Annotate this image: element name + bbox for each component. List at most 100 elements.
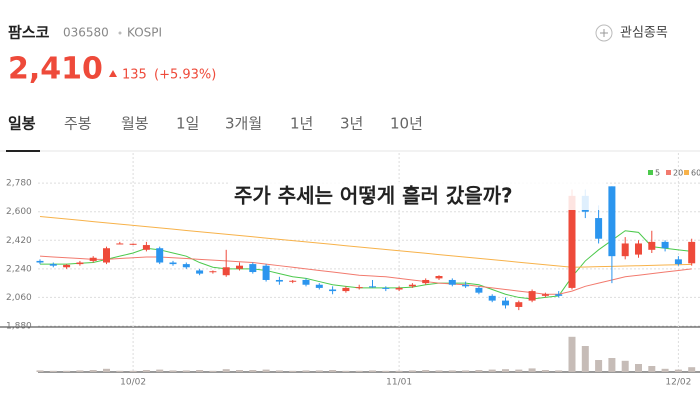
x-tick-label: 10/02: [120, 378, 146, 388]
ma-line: [39, 255, 692, 295]
y-tick-label: 2,780: [6, 179, 32, 189]
candle-body: [502, 300, 509, 306]
tab[interactable]: 10년: [390, 115, 423, 133]
y-tick-label: 1,880: [6, 322, 32, 332]
tab[interactable]: 주봉: [64, 115, 92, 133]
volume-bar: [382, 370, 390, 372]
candle-body: [435, 276, 443, 279]
candle-body: [369, 286, 376, 288]
volume-bar: [209, 370, 217, 372]
volume-bar: [289, 370, 297, 372]
volume-bar: [169, 370, 177, 372]
watch-label[interactable]: 관심종목: [620, 26, 668, 41]
candle-body: [142, 245, 150, 250]
volume-bar: [249, 370, 257, 372]
change-pct: (+5.93%): [154, 68, 216, 83]
candle-body: [395, 287, 403, 290]
candle-body: [63, 264, 71, 268]
chart-title: 주가 추세는 어떻게 흘러 갔을까?: [234, 184, 513, 208]
candle-body: [515, 302, 523, 307]
volume-bar: [196, 370, 204, 372]
plot: 1,880 2,060 2,240 2,420 2,600 2,780 10/02 11/01…: [6, 153, 700, 388]
candle-body: [262, 265, 270, 280]
volume-bar: [462, 370, 470, 372]
volume-bar: [142, 370, 150, 372]
y-tick-label: 2,060: [6, 293, 32, 303]
candle-body: [488, 295, 496, 301]
volume-bar: [608, 358, 616, 372]
volume-bar: [302, 370, 310, 372]
candle-body: [674, 259, 682, 265]
tab[interactable]: 1일: [176, 115, 199, 133]
candle-body: [661, 241, 669, 249]
volume-bar: [49, 370, 57, 372]
candle-body: [89, 257, 97, 261]
candle-body: [568, 195, 576, 288]
candle-body: [289, 280, 297, 282]
price: 2,410: [8, 52, 103, 87]
up-arrow: [109, 70, 117, 77]
candle-body: [528, 291, 536, 301]
candle-body: [315, 284, 323, 288]
volume-bar: [156, 369, 164, 372]
volume-bar: [541, 370, 549, 372]
candle-body: [635, 243, 642, 255]
volume-bar: [408, 370, 416, 372]
volume-bar: [315, 370, 323, 372]
volume-bar: [275, 370, 283, 372]
candle-body: [355, 287, 363, 289]
volume-bar: [555, 370, 563, 372]
y-tick-label: 2,240: [6, 264, 32, 274]
dot: [118, 31, 122, 35]
candle-body: [555, 294, 563, 296]
volume-bar: [63, 370, 71, 372]
watch-button[interactable]: 관심종목: [595, 24, 668, 42]
candle-body: [129, 243, 137, 245]
candle-body: [196, 270, 204, 274]
legend-label: 60: [691, 169, 700, 178]
candle-body: [382, 287, 390, 289]
candle-body: [475, 287, 483, 293]
volume-bar: [448, 370, 456, 372]
market: KOSPI: [127, 26, 162, 40]
volume-bar: [488, 369, 496, 372]
y-tick-label: 2,420: [6, 236, 32, 246]
candle-body: [408, 284, 416, 287]
candle-body: [36, 260, 44, 263]
tab[interactable]: 3개월: [225, 115, 262, 133]
candle-body: [116, 243, 124, 245]
candle-body: [342, 287, 350, 292]
volume-bar: [688, 367, 696, 372]
candle-body: [595, 218, 603, 239]
tab[interactable]: 1년: [290, 115, 313, 133]
volume-bar: [661, 368, 669, 372]
y-tick-label: 2,600: [6, 207, 32, 217]
volume-bar: [475, 370, 483, 372]
candle-body: [76, 262, 84, 265]
legend-swatch: [666, 170, 671, 175]
legend-swatch: [684, 170, 689, 175]
candle-body: [209, 271, 217, 273]
candle-body: [448, 279, 456, 285]
candle-body: [688, 241, 696, 264]
legend-label: 5: [655, 169, 660, 178]
tab[interactable]: 일봉: [8, 115, 36, 133]
plus-circle: [595, 24, 613, 42]
candle-body: [182, 264, 190, 268]
volume-bar: [515, 369, 523, 372]
volume-bar: [76, 370, 84, 372]
tab[interactable]: 월봉: [121, 115, 149, 133]
volume-bar: [674, 369, 682, 372]
x-tick-label: 11/01: [386, 378, 412, 388]
candle-body: [169, 262, 177, 265]
candle-body: [222, 267, 230, 276]
volume-bar: [222, 369, 230, 372]
tab[interactable]: 3년: [340, 115, 363, 133]
candle-body: [249, 264, 257, 273]
volume-bar: [502, 369, 509, 372]
candle-body: [103, 248, 110, 263]
volume-bar: [36, 370, 44, 372]
volume-bar: [422, 370, 430, 372]
ma-line: [39, 215, 692, 268]
